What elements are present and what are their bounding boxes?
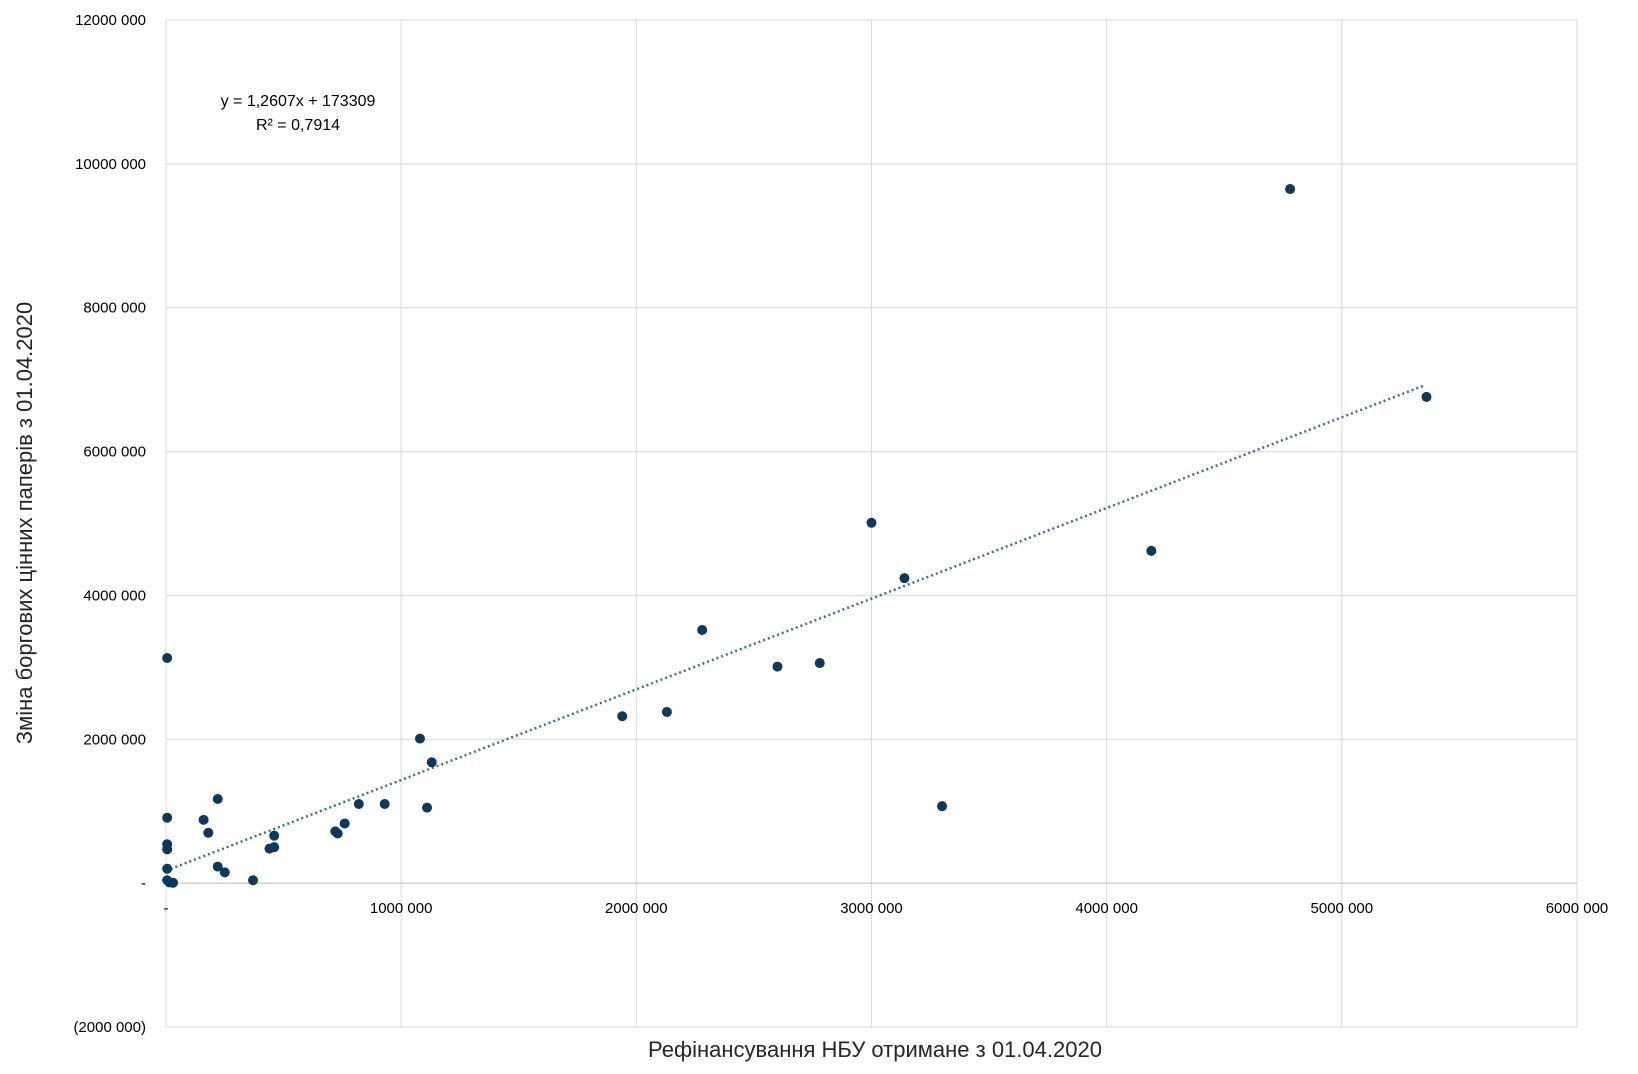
x-tick-label: 2000 000: [605, 900, 668, 917]
data-point: [162, 844, 173, 855]
data-point: [269, 842, 280, 853]
y-tick-label: 6000 000: [83, 444, 146, 461]
data-point: [661, 706, 672, 717]
data-point: [248, 875, 259, 886]
data-point: [414, 733, 425, 744]
x-tick-label: 1000 000: [370, 900, 433, 917]
data-point: [212, 793, 223, 804]
x-axis-title: Рефінансування НБУ отримане з 01.04.2020: [648, 1037, 1102, 1062]
y-tick-label: 10000 000: [75, 156, 146, 173]
data-point: [866, 517, 877, 528]
data-point: [426, 757, 437, 768]
tick-labels: (2000 000) - 2000 000 4000 000 6000 000 8000 …: [73, 12, 1608, 1036]
data-point: [1146, 545, 1157, 556]
y-tick-label: 12000 000: [75, 12, 146, 29]
data-point: [332, 828, 343, 839]
data-point: [162, 812, 173, 823]
x-tick-label: 4000 000: [1075, 900, 1138, 917]
y-tick-label: (2000 000): [73, 1019, 146, 1036]
data-point: [353, 799, 364, 810]
x-tick-label: 3000 000: [840, 900, 903, 917]
trendline-layer: [165, 384, 1425, 872]
trendline: [165, 384, 1425, 872]
data-point: [814, 658, 825, 669]
data-point: [617, 711, 628, 722]
data-point: [269, 830, 280, 841]
data-point: [379, 799, 390, 810]
data-point: [168, 877, 179, 888]
y-tick-label: 8000 000: [83, 300, 146, 317]
grid-layer: [165, 19, 1578, 1028]
data-point: [219, 867, 230, 878]
y-tick-label: 2000 000: [83, 731, 146, 748]
y-axis-title: Зміна боргових цінних паперів з 01.04.20…: [12, 302, 37, 744]
data-point: [772, 661, 783, 672]
data-point: [339, 818, 350, 829]
data-point: [422, 802, 433, 813]
x-tick-label: 6000 000: [1546, 900, 1609, 917]
trendline-equation: y = 1,2607x + 173309: [221, 93, 376, 110]
data-point: [162, 863, 173, 874]
trendline-r-squared: R² = 0,7914: [256, 117, 340, 134]
data-point: [937, 801, 948, 812]
data-point: [162, 653, 173, 664]
x-tick-label: -: [164, 900, 169, 917]
data-point: [1285, 184, 1296, 195]
data-point: [212, 861, 223, 872]
data-point: [899, 573, 910, 584]
data-point: [198, 814, 209, 825]
y-tick-label: -: [141, 875, 146, 892]
y-tick-label: 4000 000: [83, 587, 146, 604]
data-points: [162, 184, 1432, 888]
data-point: [203, 827, 214, 838]
x-tick-label: 5000 000: [1311, 900, 1374, 917]
data-point: [1421, 391, 1432, 402]
data-point: [697, 624, 708, 635]
